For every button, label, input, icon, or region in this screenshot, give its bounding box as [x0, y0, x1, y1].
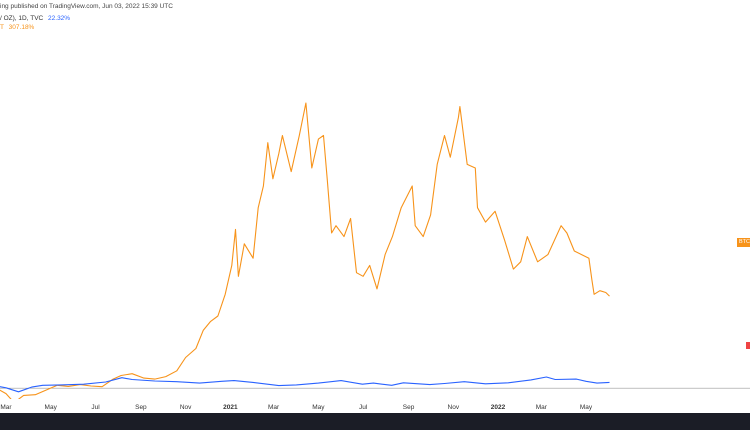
chart-header: ing published on TradingView.com, Jun 03…: [0, 0, 750, 14]
x-tick-label: May: [580, 404, 593, 411]
x-tick-label: Nov: [448, 404, 460, 411]
x-tick-label: Mar: [268, 404, 280, 411]
legend-item-btc[interactable]: T 307.18%: [0, 23, 34, 32]
x-tick-label: May: [45, 404, 58, 411]
x-tick-label: Mar: [0, 404, 12, 411]
legend-gold-value: 22.32%: [48, 15, 71, 22]
x-tick-label: Nov: [180, 404, 192, 411]
time-axis[interactable]: Mar May Jul Sep Nov 2021 Mar May Jul Sep Nov 2022 Ma…: [0, 399, 750, 413]
btc-last-value-tag: BTC: [737, 238, 750, 247]
zero-line-marker: [746, 342, 750, 349]
legend-btc-text: T: [0, 24, 4, 31]
legend: / OZ), 1D, TVC 22.32% T 307.18%: [0, 14, 750, 38]
comparison-line-chart[interactable]: [0, 0, 750, 399]
x-tick-label: Jul: [91, 404, 100, 411]
x-tick-label: 2021: [223, 404, 238, 411]
x-tick-label: Sep: [403, 404, 415, 411]
legend-item-gold[interactable]: / OZ), 1D, TVC 22.32%: [0, 14, 70, 23]
series-line-gold[interactable]: [0, 376, 610, 393]
x-tick-label: May: [312, 404, 325, 411]
legend-gold-text: / OZ), 1D, TVC: [0, 15, 44, 22]
x-tick-label: Jul: [359, 404, 368, 411]
x-tick-label: 2022: [491, 404, 506, 411]
x-tick-label: Mar: [536, 404, 548, 411]
time-axis-labels: Mar May Jul Sep Nov 2021 Mar May Jul Sep Nov 2022 Ma…: [0, 404, 593, 411]
series-line-btc[interactable]: [0, 102, 610, 399]
legend-btc-value: 307.18%: [8, 24, 35, 31]
footer-bar: [0, 413, 750, 430]
x-tick-label: Sep: [135, 404, 147, 411]
published-info: ing published on TradingView.com, Jun 03…: [0, 3, 173, 10]
